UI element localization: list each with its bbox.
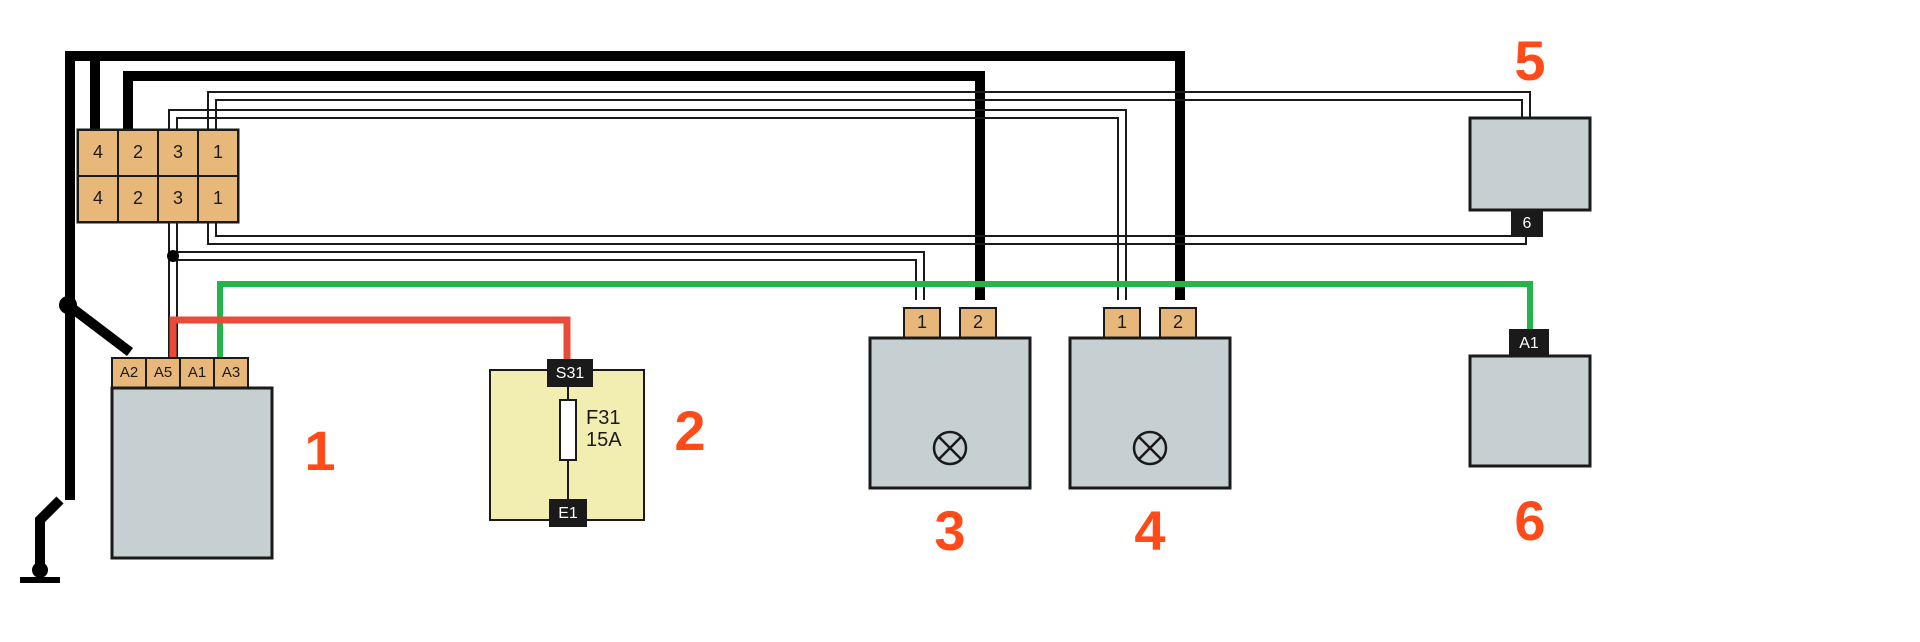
wire-red bbox=[173, 320, 567, 360]
callout-6: 6 bbox=[1514, 489, 1545, 552]
connector-block: 4 2 3 1 4 2 3 1 bbox=[78, 130, 238, 222]
pair-junction-dot bbox=[167, 250, 179, 262]
svg-text:3: 3 bbox=[173, 188, 183, 208]
svg-text:4: 4 bbox=[93, 142, 103, 162]
svg-text:3: 3 bbox=[173, 142, 183, 162]
callout-2: 2 bbox=[674, 399, 705, 462]
svg-text:A1: A1 bbox=[188, 364, 206, 381]
component-5: 6 bbox=[1470, 118, 1590, 236]
svg-text:2: 2 bbox=[1173, 312, 1183, 332]
svg-text:A5: A5 bbox=[154, 364, 172, 381]
svg-text:2: 2 bbox=[973, 312, 983, 332]
fuse-block: S31 F31 15A E1 bbox=[490, 360, 644, 526]
svg-text:4: 4 bbox=[93, 188, 103, 208]
callout-4: 4 bbox=[1134, 499, 1165, 562]
svg-text:15A: 15A bbox=[586, 429, 622, 451]
wiring-diagram: 4 2 3 1 4 2 3 1 A2 A5 A1 A3 1 S31 F31 15… bbox=[0, 0, 1920, 642]
wire-pair-to-comp5 bbox=[208, 92, 1530, 200]
svg-text:F31: F31 bbox=[586, 407, 620, 429]
svg-text:A2: A2 bbox=[120, 364, 138, 381]
ground-symbol bbox=[20, 562, 60, 580]
component-6: A1 bbox=[1470, 330, 1590, 466]
lamp-3: 1 2 bbox=[870, 308, 1030, 488]
svg-text:1: 1 bbox=[213, 142, 223, 162]
svg-text:1: 1 bbox=[1117, 312, 1127, 332]
callout-3: 3 bbox=[934, 499, 965, 562]
svg-text:2: 2 bbox=[133, 142, 143, 162]
svg-text:2: 2 bbox=[133, 188, 143, 208]
lamp-4: 1 2 bbox=[1070, 308, 1230, 488]
callout-5: 5 bbox=[1514, 29, 1545, 92]
svg-text:A1: A1 bbox=[1519, 335, 1539, 352]
callout-1: 1 bbox=[304, 419, 335, 482]
svg-text:S31: S31 bbox=[556, 365, 585, 382]
wire-pair-lower-to-comp5 bbox=[208, 212, 1534, 244]
svg-text:1: 1 bbox=[213, 188, 223, 208]
svg-text:6: 6 bbox=[1523, 215, 1532, 232]
svg-text:E1: E1 bbox=[558, 505, 578, 522]
svg-text:1: 1 bbox=[917, 312, 927, 332]
svg-text:A3: A3 bbox=[222, 364, 240, 381]
wire-ground-to-a2 bbox=[68, 305, 130, 352]
wire-pair-to-a1 bbox=[169, 222, 924, 358]
wire-ground-left bbox=[40, 100, 70, 570]
component-1: A2 A5 A1 A3 bbox=[112, 358, 272, 558]
